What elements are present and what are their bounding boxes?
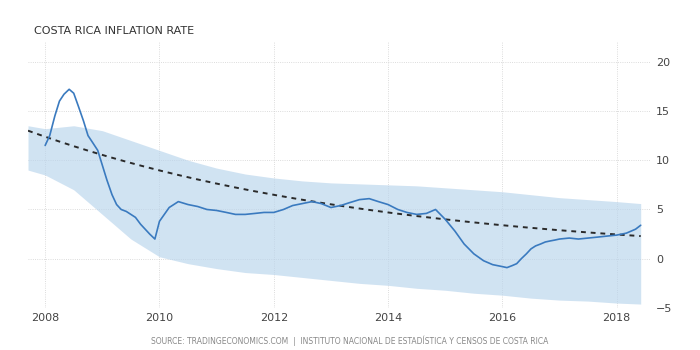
Text: SOURCE: TRADINGECONOMICS.COM  |  INSTITUTO NACIONAL DE ESTADÍSTICA Y CENSOS DE C: SOURCE: TRADINGECONOMICS.COM | INSTITUTO… (151, 336, 549, 346)
Text: COSTA RICA INFLATION RATE: COSTA RICA INFLATION RATE (34, 26, 195, 36)
